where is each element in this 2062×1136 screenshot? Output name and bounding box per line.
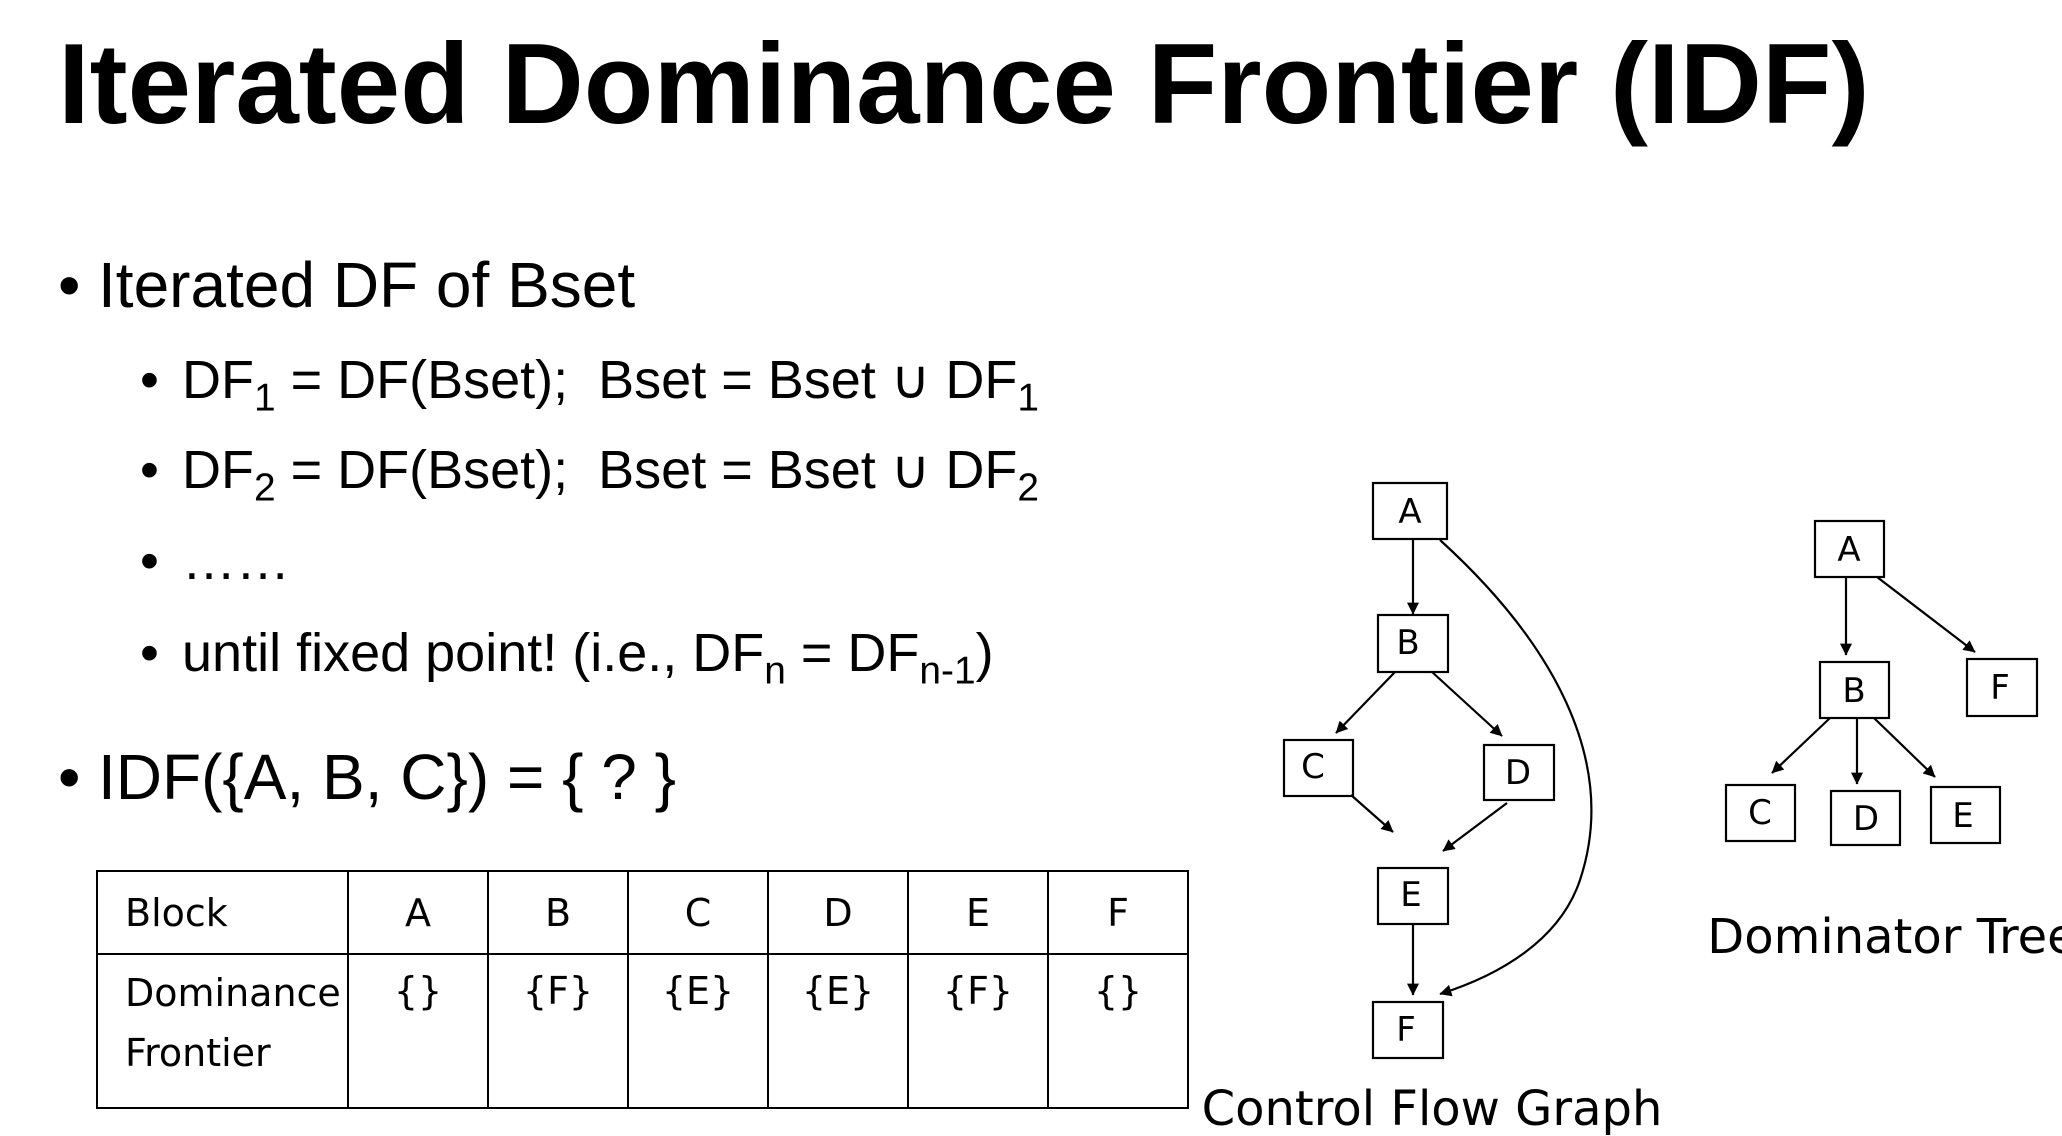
cfg-node-f bbox=[1371, 1000, 1445, 1060]
cfg-node-e bbox=[1376, 866, 1450, 926]
table-cell-frontier: {F} bbox=[907, 953, 1049, 1109]
dom-node-label-b: B bbox=[1842, 671, 1865, 711]
sub-bullet-df2: • DF2 = DF(Bset); Bset = Bset ∪ DF2 bbox=[140, 438, 1039, 507]
table-row-frontiers: Dominance Frontier {} {F} {E} {E} {F} {} bbox=[96, 953, 1189, 1109]
sub-bullet-fixed-point: • until fixed point! (i.e., DFn = DFn-1) bbox=[140, 622, 994, 690]
subscript: n-1 bbox=[919, 649, 976, 693]
dom-node-label-e: E bbox=[1952, 796, 1973, 836]
table-cell-frontier: {} bbox=[347, 953, 489, 1109]
dom-node-f bbox=[1965, 657, 2039, 718]
dom-node-label-d: D bbox=[1853, 799, 1879, 839]
cfg-node-d bbox=[1482, 743, 1556, 802]
dom-edge-b-c bbox=[1771, 717, 1831, 774]
table-cell-block: B bbox=[487, 870, 629, 955]
bullet-text: Iterated DF of Bset bbox=[98, 249, 636, 321]
sub-bullet-ellipsis: • …… bbox=[140, 530, 290, 592]
cfg-node-a bbox=[1371, 481, 1449, 541]
cfg-node-label-f: F bbox=[1396, 1010, 1416, 1050]
bullet-text: IDF({A, B, C}) = { ? } bbox=[98, 741, 677, 813]
sub-bullet-text: = DF(Bset); Bset = Bset ∪ DF bbox=[275, 350, 1018, 410]
bullet-dot: • bbox=[140, 531, 159, 591]
dom-edge-b-e bbox=[1873, 717, 1936, 778]
table-cell-frontier: {E} bbox=[627, 953, 769, 1109]
table-cell-frontier: {} bbox=[1047, 953, 1189, 1109]
bullet-dot: • bbox=[140, 623, 159, 683]
bullet-dot: • bbox=[140, 440, 159, 500]
sub-bullet-text: = DF(Bset); Bset = Bset ∪ DF bbox=[275, 440, 1018, 500]
sub-bullet-text: ) bbox=[975, 623, 994, 683]
table-cell-block: A bbox=[347, 870, 489, 955]
subscript: 2 bbox=[253, 466, 276, 510]
cfg-node-label-e: E bbox=[1400, 875, 1421, 915]
dom-node-c bbox=[1724, 783, 1797, 843]
bullet-dot: • bbox=[140, 350, 159, 410]
sub-bullet-text: …… bbox=[182, 531, 290, 591]
sub-bullet-text: DF bbox=[182, 350, 254, 410]
table-header-dominance-frontier: Dominance Frontier bbox=[96, 953, 349, 1109]
cfg-node-c bbox=[1282, 738, 1355, 798]
cfg-edge-d-e bbox=[1442, 802, 1508, 852]
table-cell-frontier: {F} bbox=[487, 953, 629, 1109]
cfg-edge-c-e bbox=[1350, 794, 1394, 833]
dom-edge-a-f bbox=[1876, 576, 1976, 653]
table-cell-frontier: {E} bbox=[767, 953, 909, 1109]
cfg-edge-b-d bbox=[1431, 671, 1503, 737]
cfg-node-b bbox=[1376, 613, 1450, 674]
cfg-node-label-c: C bbox=[1301, 747, 1325, 787]
sub-bullet-text: DF bbox=[182, 440, 254, 500]
domtree-caption: Dominator Tree bbox=[1707, 909, 2062, 965]
cfg-node-label-b: B bbox=[1396, 623, 1419, 663]
dom-node-d bbox=[1829, 789, 1902, 847]
subscript: n bbox=[764, 649, 786, 693]
cfg-node-label-d: D bbox=[1505, 753, 1531, 793]
table-cell-block: F bbox=[1047, 870, 1189, 955]
sub-bullet-text: until fixed point! (i.e., DF bbox=[182, 623, 765, 683]
table-cell-block: D bbox=[767, 870, 909, 955]
dominator-tree bbox=[1724, 519, 2039, 847]
sub-bullet-df1: • DF1 = DF(Bset); Bset = Bset ∪ DF1 bbox=[140, 348, 1039, 417]
dom-node-e bbox=[1929, 785, 2002, 845]
table-header-block: Block bbox=[96, 870, 349, 955]
table-cell-block: E bbox=[907, 870, 1049, 955]
dom-node-b bbox=[1818, 660, 1891, 720]
dom-node-label-c: C bbox=[1748, 793, 1772, 833]
sub-bullet-text: = DF bbox=[785, 623, 920, 683]
control-flow-graph bbox=[1282, 481, 1593, 1060]
bullet-idf-question: • IDF({A, B, C}) = { ? } bbox=[58, 740, 676, 814]
subscript: 2 bbox=[1017, 466, 1039, 510]
subscript: 1 bbox=[253, 376, 276, 420]
cfg-edge-a-f bbox=[1439, 539, 1593, 997]
cfg-edge-b-c bbox=[1335, 671, 1396, 734]
dom-node-label-a: A bbox=[1837, 530, 1860, 570]
bullet-iterated-df: • Iterated DF of Bset bbox=[58, 248, 635, 322]
table-row-blocks: Block A B C D E F bbox=[96, 870, 1189, 955]
bullet-dot: • bbox=[58, 249, 81, 321]
header-line: Frontier bbox=[125, 1031, 271, 1075]
cfg-caption: Control Flow Graph bbox=[1202, 1081, 1663, 1136]
table-cell-block: C bbox=[627, 870, 769, 955]
dom-node-label-f: F bbox=[1990, 668, 2010, 708]
subscript: 1 bbox=[1017, 376, 1039, 420]
cfg-node-label-a: A bbox=[1398, 492, 1421, 532]
dom-node-a bbox=[1813, 519, 1886, 579]
header-line: Dominance bbox=[125, 971, 341, 1015]
dominance-frontier-table: Block A B C D E F Dominance Frontier {} {… bbox=[96, 870, 1189, 1109]
bullet-dot: • bbox=[58, 741, 81, 813]
slide-title: Iterated Dominance Frontier (IDF) bbox=[58, 21, 1870, 148]
